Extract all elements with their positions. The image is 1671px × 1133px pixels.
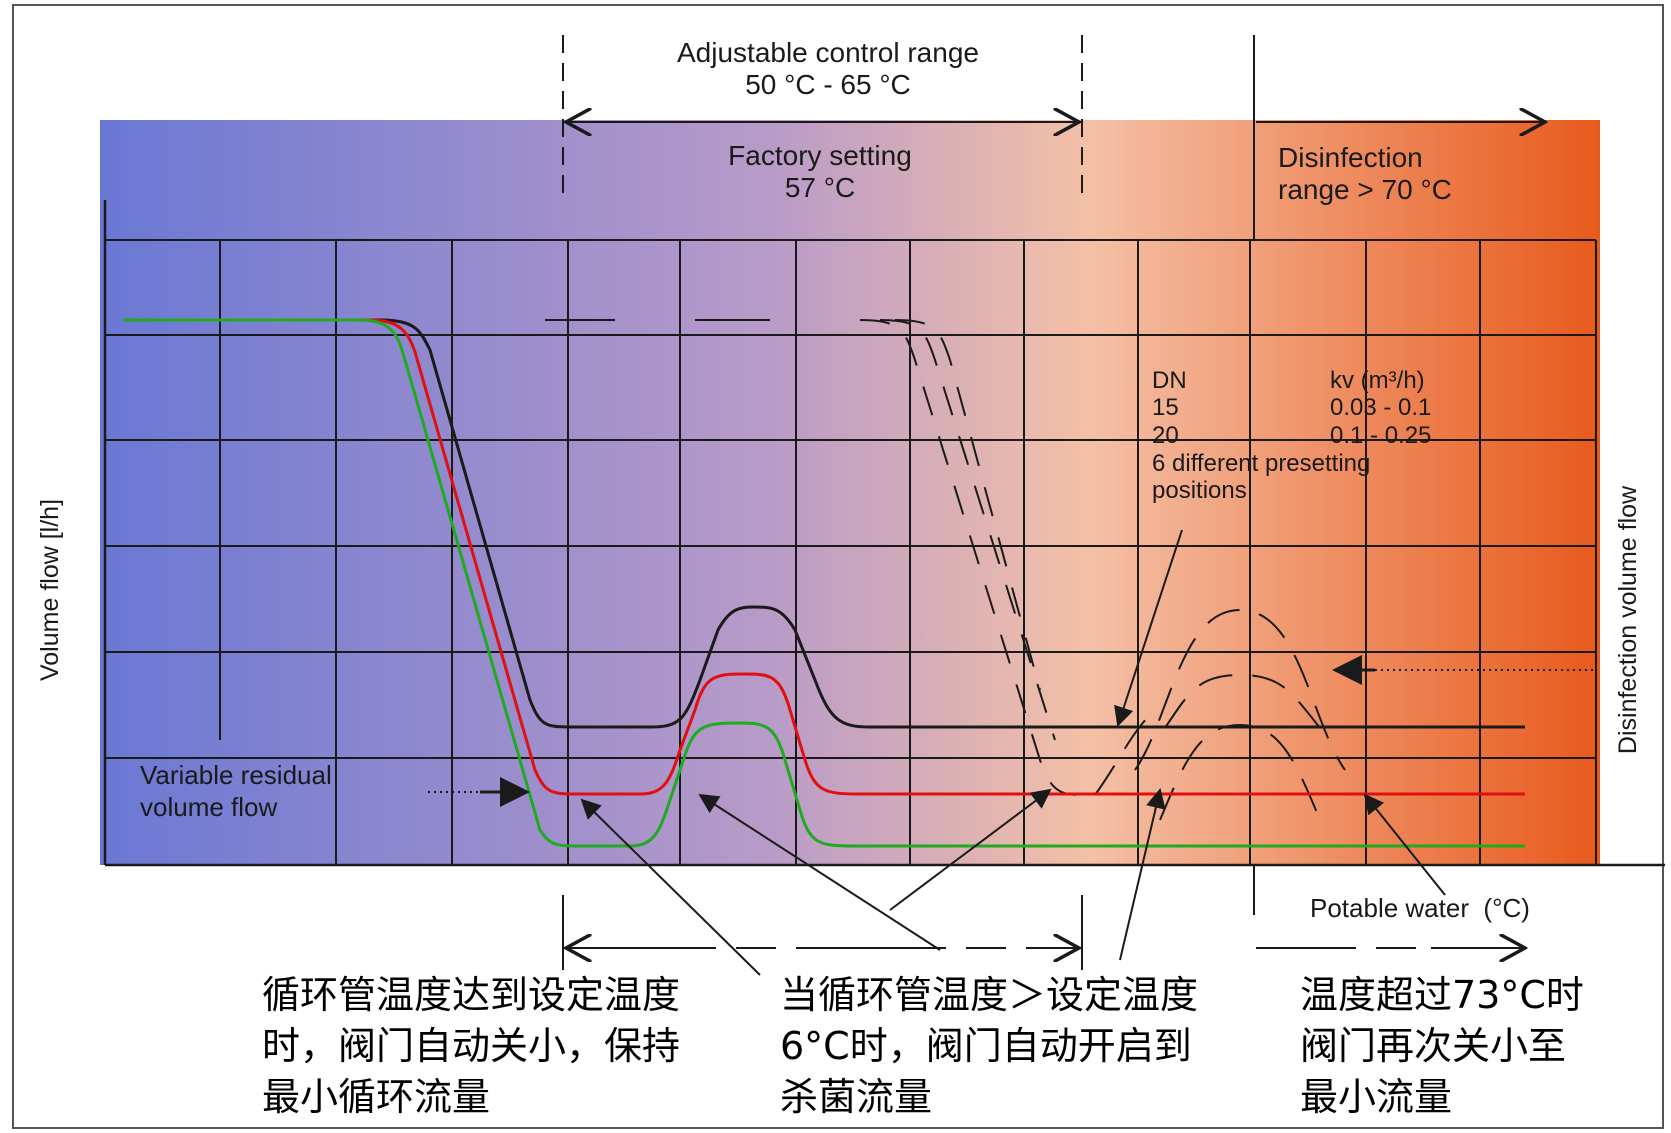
curves (123, 318, 1525, 848)
dn-note-line1: 6 different presetting (1152, 450, 1370, 477)
kv-row1: 0.03 - 0.1 (1330, 394, 1431, 421)
curve-green (123, 318, 1525, 848)
x-axis-label: Potable water (°C) (1310, 893, 1530, 923)
disinfection-humps (1094, 608, 1346, 821)
dashed-drop-curves (859, 319, 1081, 796)
y-axis-label: Volume flow [l/h] (36, 499, 64, 681)
pointer-arrows (428, 529, 1595, 976)
caption-left: 循环管温度达到设定温度 时，阀门自动关小，保持 最小循环流量 (262, 970, 737, 1123)
caption-middle: 当循环管温度＞设定温度 6°C时，阀门自动开启到 杀菌流量 (780, 970, 1250, 1123)
grid (105, 239, 1597, 865)
left-caption-pointer (580, 798, 761, 976)
axes (103, 200, 1665, 867)
middle-caption-pointer-a (698, 793, 941, 951)
potable-pointer (1363, 793, 1446, 896)
adjustable-range-title: Adjustable control range (677, 37, 979, 68)
dn-table-pointer (1114, 529, 1183, 727)
disinfection-range-value: range > 70 °C (1278, 174, 1452, 205)
middle-caption-pointer-b (889, 788, 1052, 911)
kv-row2: 0.1 - 0.25 (1330, 422, 1431, 449)
caption-right: 温度超过73°C时 阀门再次关小至 最小流量 (1300, 970, 1600, 1123)
range-dividers (562, 35, 1545, 970)
factory-setting-title: Factory setting (728, 140, 912, 171)
residual-label-line2: volume flow (140, 792, 277, 822)
dn-row2: 20 (1152, 422, 1179, 449)
factory-setting-value: 57 °C (785, 172, 855, 203)
residual-label-line1: Variable residual (140, 760, 332, 790)
temperature-gradient-band (100, 120, 1600, 865)
curve-black (123, 318, 1525, 729)
dn-header: DN (1152, 367, 1187, 394)
curve-red (123, 318, 1525, 796)
right-axis-label: Disinfection volume flow (1614, 485, 1642, 754)
dn-note-line2: positions (1152, 477, 1247, 504)
right-caption-pointer (1119, 788, 1166, 961)
kv-header: kv (m³/h) (1330, 367, 1425, 394)
dn-row1: 15 (1152, 394, 1179, 421)
adjustable-range-values: 50 °C - 65 °C (745, 69, 911, 100)
disinfection-range-title: Disinfection (1278, 142, 1423, 173)
